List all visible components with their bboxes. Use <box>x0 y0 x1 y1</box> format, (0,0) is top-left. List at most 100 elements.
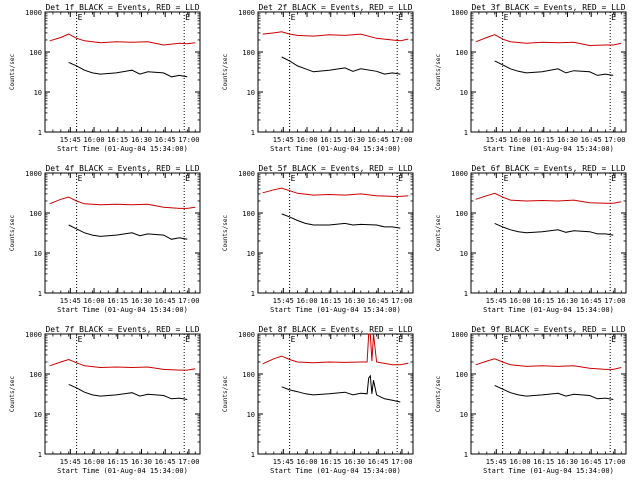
events-rate-line <box>68 383 188 400</box>
events-rate-line <box>494 222 614 236</box>
x-tick-label: 16:45 <box>155 136 176 144</box>
event-marker-flag: E <box>185 13 190 22</box>
events-rate-line <box>494 60 614 76</box>
x-tick-label: 16:30 <box>557 297 578 305</box>
x-tick-label: 17:00 <box>391 297 412 305</box>
x-tick-label: 16:00 <box>83 136 104 144</box>
x-tick-label: 17:00 <box>178 136 199 144</box>
events-rate-line <box>281 213 401 229</box>
y-axis-label: Counts/sec <box>9 54 16 91</box>
events-rate-line <box>68 224 188 240</box>
x-tick-label: 16:00 <box>83 297 104 305</box>
detector-panel-7: Det 7f BLACK = Events, RED = LLD Counts/s… <box>9 325 201 475</box>
x-tick-label: 16:15 <box>320 136 341 144</box>
panel-title: Det 5f BLACK = Events, RED = LLD <box>258 164 412 173</box>
x-tick-label: 15:45 <box>60 297 81 305</box>
detector-panel-3: Det 3f BLACK = Events, RED = LLD Counts/s… <box>435 3 627 153</box>
x-tick-label: 16:30 <box>131 297 152 305</box>
x-tick-label: 16:15 <box>533 136 554 144</box>
panel-title: Det 2f BLACK = Events, RED = LLD <box>258 3 412 12</box>
y-tick-label: 100 <box>29 371 42 379</box>
x-axis-label: Start Time (01-Aug-04 15:34:00) <box>57 306 188 314</box>
y-tick-label: 10 <box>247 411 255 419</box>
y-axis-label: Counts/sec <box>9 215 16 252</box>
y-tick-label: 100 <box>242 210 255 218</box>
x-tick-label: 15:45 <box>60 458 81 466</box>
event-marker-flag: E <box>185 335 190 344</box>
x-tick-label: 16:30 <box>131 458 152 466</box>
y-tick-label: 10 <box>460 89 468 97</box>
x-tick-label: 16:15 <box>107 458 128 466</box>
y-tick-label: 10 <box>34 250 42 258</box>
event-marker-flag: E <box>504 13 509 22</box>
y-tick-label: 1 <box>38 129 42 137</box>
event-marker-flag: E <box>611 335 616 344</box>
x-tick-label: 17:00 <box>604 136 625 144</box>
lld-rate-line <box>262 31 409 42</box>
x-axis-label: Start Time (01-Aug-04 15:34:00) <box>483 306 614 314</box>
lld-rate-line <box>262 187 409 197</box>
event-marker-flag: E <box>78 13 83 22</box>
lld-rate-line <box>475 34 622 47</box>
x-tick-label: 17:00 <box>391 458 412 466</box>
y-tick-label: 10 <box>460 250 468 258</box>
y-tick-label: 100 <box>455 371 468 379</box>
x-tick-label: 16:45 <box>155 458 176 466</box>
y-tick-label: 1000 <box>238 170 255 178</box>
detector-panel-5: Det 5f BLACK = Events, RED = LLD Counts/s… <box>222 164 414 314</box>
event-marker-flag: E <box>78 335 83 344</box>
y-tick-label: 10 <box>247 89 255 97</box>
x-tick-label: 15:45 <box>486 458 507 466</box>
event-marker-flag: E <box>398 13 403 22</box>
x-axis-label: Start Time (01-Aug-04 15:34:00) <box>270 145 401 153</box>
event-marker-flag: E <box>185 174 190 183</box>
panel-title: Det 9f BLACK = Events, RED = LLD <box>471 325 625 334</box>
y-axis-label: Counts/sec <box>222 376 229 413</box>
x-tick-label: 16:15 <box>533 458 554 466</box>
y-tick-label: 1 <box>38 451 42 459</box>
y-tick-label: 100 <box>455 49 468 57</box>
lld-rate-line <box>262 333 409 366</box>
x-tick-label: 16:00 <box>296 458 317 466</box>
y-axis-label: Counts/sec <box>222 54 229 91</box>
x-tick-label: 16:45 <box>368 458 389 466</box>
y-tick-label: 100 <box>29 210 42 218</box>
y-tick-label: 1000 <box>25 9 42 17</box>
y-tick-label: 1 <box>38 290 42 298</box>
plot-frame <box>257 172 414 294</box>
lld-rate-line <box>49 33 196 46</box>
y-axis-label: Counts/sec <box>9 376 16 413</box>
x-axis-label: Start Time (01-Aug-04 15:34:00) <box>483 145 614 153</box>
event-marker-flag: E <box>291 13 296 22</box>
y-tick-label: 10 <box>247 250 255 258</box>
panel-title: Det 8f BLACK = Events, RED = LLD <box>258 325 412 334</box>
x-tick-label: 16:45 <box>368 297 389 305</box>
panel-title: Det 3f BLACK = Events, RED = LLD <box>471 3 625 12</box>
plot-frame <box>470 11 627 133</box>
y-tick-label: 1000 <box>451 170 468 178</box>
event-marker-flag: E <box>504 335 509 344</box>
y-tick-label: 1 <box>464 129 468 137</box>
x-axis-label: Start Time (01-Aug-04 15:34:00) <box>57 145 188 153</box>
x-tick-label: 15:45 <box>273 136 294 144</box>
x-tick-label: 15:45 <box>486 136 507 144</box>
plot-frame <box>44 11 201 133</box>
y-tick-label: 1 <box>251 290 255 298</box>
x-tick-label: 15:45 <box>486 297 507 305</box>
event-marker-flag: E <box>611 174 616 183</box>
y-tick-label: 1 <box>464 290 468 298</box>
event-marker-flag: E <box>504 174 509 183</box>
x-tick-label: 16:45 <box>581 458 602 466</box>
y-tick-label: 100 <box>242 371 255 379</box>
events-rate-line <box>68 61 188 78</box>
events-rate-line <box>281 374 401 403</box>
x-tick-label: 16:30 <box>557 458 578 466</box>
detector-panel-6: Det 6f BLACK = Events, RED = LLD Counts/s… <box>435 164 627 314</box>
detector-panel-2: Det 2f BLACK = Events, RED = LLD Counts/s… <box>222 3 414 153</box>
x-tick-label: 17:00 <box>178 297 199 305</box>
x-tick-label: 16:30 <box>344 136 365 144</box>
events-rate-line <box>494 384 614 400</box>
y-tick-label: 1000 <box>238 9 255 17</box>
y-tick-label: 1000 <box>25 170 42 178</box>
y-axis-label: Counts/sec <box>435 54 442 91</box>
